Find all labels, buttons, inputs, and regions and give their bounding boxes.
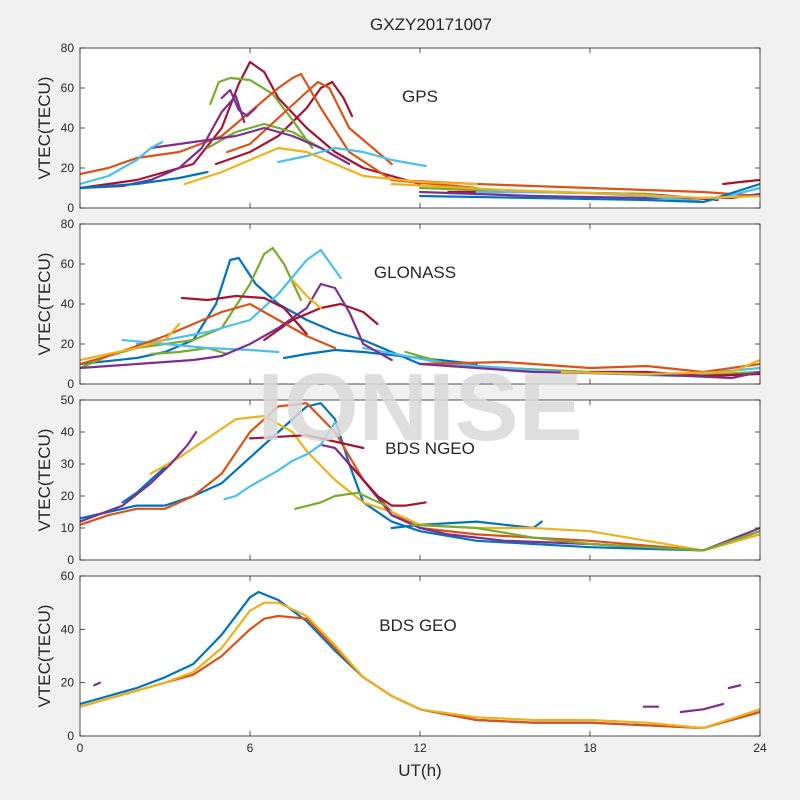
series-line <box>149 346 229 356</box>
y-tick-label: 80 <box>61 41 75 55</box>
series-line <box>149 126 351 166</box>
series-line <box>722 178 760 186</box>
series-group <box>80 402 760 552</box>
y-tick-label: 40 <box>61 425 75 439</box>
series-line <box>560 358 760 376</box>
y-tick-label: 50 <box>61 393 75 407</box>
series-line <box>348 462 427 507</box>
series-line <box>80 322 181 362</box>
x-tick-label: 24 <box>753 741 767 755</box>
y-tick-label: 0 <box>67 553 74 567</box>
y-axis-label: VTEC(TECU) <box>35 77 54 180</box>
series-line <box>679 702 725 714</box>
y-tick-label: 60 <box>61 257 75 271</box>
y-tick-label: 20 <box>61 161 75 175</box>
series-line <box>80 60 422 190</box>
series-line <box>263 302 379 342</box>
series-line <box>135 248 342 346</box>
x-tick-label: 6 <box>247 741 254 755</box>
series-line <box>727 684 742 690</box>
series-group <box>80 246 760 380</box>
series-line <box>93 681 101 687</box>
y-tick-label: 0 <box>67 377 74 391</box>
x-axis-label: UT(h) <box>398 761 441 780</box>
series-group <box>80 60 760 204</box>
panel-2: 0 20 40 60 80 GLONASS VTEC(TECU) <box>35 217 761 391</box>
y-axis-label: VTEC(TECU) <box>35 253 54 356</box>
panel-1: 0 20 40 60 80 GPS VTEC(TECU) <box>35 41 761 215</box>
series-line <box>220 88 257 118</box>
y-tick-label: 40 <box>61 622 75 636</box>
series-line <box>80 256 422 366</box>
y-tick-label: 80 <box>61 217 75 231</box>
y-tick-label: 0 <box>67 729 74 743</box>
series-line <box>248 434 365 450</box>
y-axis-label: VTEC(TECU) <box>35 429 54 532</box>
series-line <box>80 140 164 186</box>
x-tick-label: 12 <box>413 741 427 755</box>
figure-title: GXZY20171007 <box>370 15 492 34</box>
series-line <box>291 278 322 310</box>
y-axis-label: VTEC(TECU) <box>35 605 54 708</box>
y-tick-label: 60 <box>61 569 75 583</box>
series-line <box>80 402 760 552</box>
plot-area <box>80 400 760 560</box>
y-tick-label: 40 <box>61 121 75 135</box>
series-line <box>80 402 760 552</box>
series-line <box>80 170 209 190</box>
series-line <box>180 294 308 336</box>
series-line <box>149 414 760 552</box>
series-line <box>121 338 280 354</box>
y-tick-label: 30 <box>61 457 75 471</box>
series-line <box>209 76 314 150</box>
y-tick-label: 60 <box>61 81 75 95</box>
series-line <box>226 80 393 166</box>
series-line <box>80 282 393 370</box>
y-tick-label: 20 <box>61 337 75 351</box>
y-tick-label: 0 <box>67 201 74 215</box>
panel-label: BDS NGEO <box>385 439 475 458</box>
y-tick-label: 40 <box>61 297 75 311</box>
series-line <box>80 601 760 730</box>
series-line <box>294 491 388 510</box>
axes-layer: 020406080GPSVTEC(TECU)020406080GLONASSVT… <box>35 41 767 755</box>
series-line <box>80 430 198 523</box>
series-line <box>418 360 760 374</box>
series-line <box>418 182 760 204</box>
series-group <box>80 590 760 730</box>
series-line <box>277 146 427 168</box>
series-line <box>390 182 760 200</box>
panel-label: GPS <box>402 87 438 106</box>
panel-4: 0 20 40 60 0 6 12 18 24 BDS GEO VTEC(TECU) <box>35 569 767 755</box>
series-line <box>223 421 337 501</box>
y-tick-label: 10 <box>61 521 75 535</box>
y-tick-label: 20 <box>61 489 75 503</box>
series-line <box>183 146 478 186</box>
panel-label: BDS GEO <box>379 616 456 635</box>
series-line <box>121 466 167 504</box>
x-tick-label: 18 <box>583 741 597 755</box>
series-line <box>410 523 760 552</box>
panel-3: 0 10 20 30 40 50 BDS NGEO VTEC(TECU) <box>35 393 761 567</box>
y-tick-label: 20 <box>61 676 75 690</box>
panel-label: GLONASS <box>374 263 456 282</box>
watermark-text: IONISE <box>257 354 582 461</box>
plot-area <box>80 576 760 736</box>
series-line <box>80 72 478 190</box>
x-tick-label: 0 <box>77 741 84 755</box>
